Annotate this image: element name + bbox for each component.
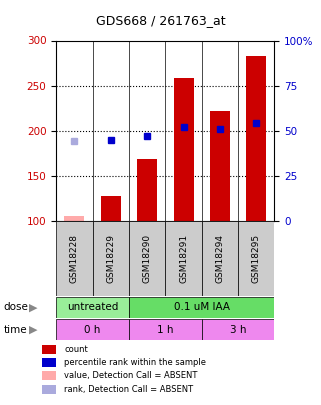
Text: 0 h: 0 h bbox=[84, 325, 101, 335]
Text: GSM18228: GSM18228 bbox=[70, 234, 79, 283]
FancyBboxPatch shape bbox=[202, 221, 238, 296]
Text: GSM18294: GSM18294 bbox=[215, 234, 224, 283]
Text: dose: dose bbox=[3, 303, 28, 312]
FancyBboxPatch shape bbox=[202, 319, 274, 340]
Text: GSM18229: GSM18229 bbox=[106, 234, 115, 283]
Text: GDS668 / 261763_at: GDS668 / 261763_at bbox=[96, 14, 225, 27]
Text: GSM18290: GSM18290 bbox=[143, 234, 152, 283]
FancyBboxPatch shape bbox=[56, 319, 129, 340]
Text: untreated: untreated bbox=[67, 303, 118, 312]
Text: rank, Detection Call = ABSENT: rank, Detection Call = ABSENT bbox=[64, 385, 193, 394]
Text: 1 h: 1 h bbox=[157, 325, 174, 335]
FancyBboxPatch shape bbox=[129, 221, 165, 296]
FancyBboxPatch shape bbox=[165, 221, 202, 296]
FancyBboxPatch shape bbox=[129, 319, 202, 340]
FancyBboxPatch shape bbox=[56, 221, 92, 296]
Text: time: time bbox=[3, 325, 27, 335]
Bar bbox=[210, 111, 230, 221]
FancyBboxPatch shape bbox=[238, 221, 274, 296]
Bar bbox=[137, 160, 157, 221]
FancyBboxPatch shape bbox=[56, 297, 129, 318]
Bar bbox=[246, 56, 266, 221]
Text: 3 h: 3 h bbox=[230, 325, 246, 335]
Bar bbox=[101, 196, 121, 221]
Bar bbox=[64, 216, 84, 221]
Text: ▶: ▶ bbox=[30, 303, 38, 312]
Bar bbox=[173, 78, 194, 221]
Text: GSM18291: GSM18291 bbox=[179, 234, 188, 283]
Text: 0.1 uM IAA: 0.1 uM IAA bbox=[174, 303, 230, 312]
Text: ▶: ▶ bbox=[30, 325, 38, 335]
FancyBboxPatch shape bbox=[92, 221, 129, 296]
Text: count: count bbox=[64, 345, 88, 354]
Text: value, Detection Call = ABSENT: value, Detection Call = ABSENT bbox=[64, 371, 197, 380]
FancyBboxPatch shape bbox=[129, 297, 274, 318]
Text: percentile rank within the sample: percentile rank within the sample bbox=[64, 358, 206, 367]
Text: GSM18295: GSM18295 bbox=[252, 234, 261, 283]
